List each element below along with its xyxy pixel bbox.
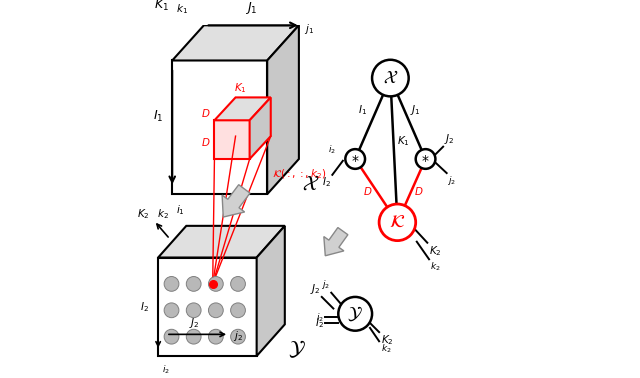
Text: $J_2$: $J_2$ (310, 282, 321, 296)
Text: $D$: $D$ (414, 185, 424, 197)
Text: $D$: $D$ (201, 136, 210, 147)
Text: $k_1$: $k_1$ (176, 3, 188, 17)
Text: $I_2$: $I_2$ (316, 316, 324, 330)
Circle shape (186, 303, 201, 318)
Text: $K_2$: $K_2$ (429, 244, 442, 258)
Polygon shape (158, 226, 285, 257)
Circle shape (230, 329, 245, 344)
Polygon shape (222, 185, 250, 217)
Text: $j_2$: $j_2$ (233, 329, 243, 343)
Circle shape (209, 303, 223, 318)
Circle shape (186, 277, 201, 291)
Text: $*$: $*$ (351, 152, 360, 166)
Text: $*$: $*$ (421, 152, 430, 166)
Text: $j_2$: $j_2$ (447, 174, 456, 187)
Text: $\mathcal{K}(:,:,k_2)$: $\mathcal{K}(:,:,k_2)$ (273, 168, 326, 181)
Text: $i_2$: $i_2$ (316, 311, 324, 324)
Text: $i_1$: $i_1$ (176, 203, 184, 217)
Circle shape (209, 329, 223, 344)
Text: $K_2$: $K_2$ (137, 207, 149, 221)
Text: $\mathcal{Y}$: $\mathcal{Y}$ (289, 338, 306, 360)
Circle shape (346, 149, 365, 169)
Circle shape (230, 303, 245, 318)
Polygon shape (250, 98, 271, 159)
Text: $J_1$: $J_1$ (245, 0, 258, 17)
Text: $K_1$: $K_1$ (397, 135, 410, 149)
Polygon shape (158, 257, 257, 356)
Text: $I_1$: $I_1$ (358, 103, 367, 117)
Text: $k_2$: $k_2$ (157, 207, 169, 221)
Text: $J_2$: $J_2$ (189, 316, 200, 330)
Text: $K_1$: $K_1$ (234, 81, 247, 94)
Polygon shape (214, 120, 250, 159)
Circle shape (230, 277, 245, 291)
Text: $I_2$: $I_2$ (140, 300, 149, 314)
Text: $k_2$: $k_2$ (430, 260, 441, 273)
Circle shape (379, 204, 416, 241)
Text: $D$: $D$ (201, 107, 210, 119)
Text: $K_2$: $K_2$ (381, 333, 393, 347)
Polygon shape (257, 226, 285, 356)
Text: $\mathcal{X}$: $\mathcal{X}$ (383, 69, 398, 87)
Circle shape (209, 277, 223, 291)
Text: $i_2$: $i_2$ (162, 363, 170, 376)
Circle shape (416, 149, 435, 169)
Text: $J_2$: $J_2$ (444, 132, 454, 146)
Text: $\mathcal{X}$: $\mathcal{X}$ (303, 174, 320, 194)
Circle shape (164, 329, 179, 344)
Circle shape (186, 329, 201, 344)
Polygon shape (172, 60, 268, 194)
Circle shape (164, 277, 179, 291)
Polygon shape (268, 25, 299, 194)
Text: $K_1$: $K_1$ (154, 0, 169, 13)
Text: $k_2$: $k_2$ (381, 343, 391, 355)
Text: $j_1$: $j_1$ (304, 22, 314, 36)
Polygon shape (214, 98, 271, 120)
Circle shape (164, 303, 179, 318)
Text: $j_2$: $j_2$ (321, 278, 330, 291)
Circle shape (372, 60, 409, 96)
Text: $\mathcal{K}$: $\mathcal{K}$ (389, 213, 406, 231)
Text: $I_2$: $I_2$ (323, 175, 332, 189)
Polygon shape (172, 25, 299, 60)
Circle shape (339, 297, 372, 331)
Text: $I_1$: $I_1$ (153, 109, 163, 124)
Text: $D$: $D$ (363, 185, 372, 197)
Text: $i_2$: $i_2$ (328, 144, 336, 156)
Text: $\mathcal{Y}$: $\mathcal{Y}$ (348, 304, 363, 323)
Polygon shape (324, 228, 348, 256)
Text: $J_1$: $J_1$ (410, 103, 420, 117)
